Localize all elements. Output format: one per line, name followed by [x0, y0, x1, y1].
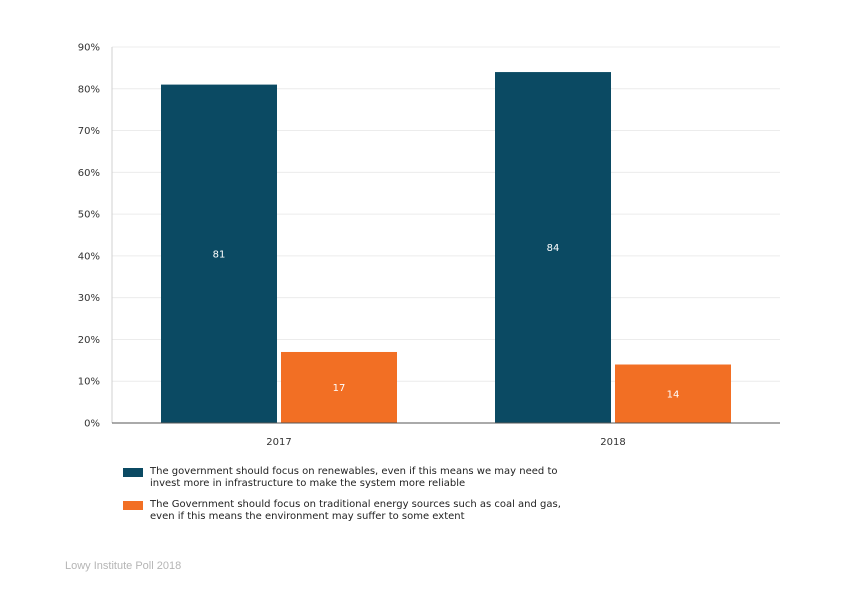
- legend: The government should focus on renewable…: [123, 466, 643, 532]
- y-tick-label: 30%: [78, 293, 100, 304]
- bar: [281, 351, 397, 423]
- source-note: Lowy Institute Poll 2018: [65, 560, 182, 572]
- data-label: 84: [547, 243, 560, 254]
- legend-label-renewables: The government should focus on renewable…: [150, 466, 558, 489]
- y-tick-label: 70%: [78, 126, 100, 137]
- bar-chart: 0% 10% 20% 30% 40% 50% 60% 70% 80% 90% 81 17 2017 84 1…: [78, 43, 780, 448]
- legend-item-renewables: The government should focus on renewable…: [123, 466, 643, 490]
- y-tick-label: 90%: [78, 43, 100, 54]
- data-label: 81: [213, 249, 226, 260]
- legend-label-traditional: The Government should focus on tradition…: [150, 499, 561, 522]
- y-tick-label: 80%: [78, 84, 100, 95]
- x-tick-label: 2017: [266, 437, 291, 448]
- x-tick-label: 2018: [600, 437, 625, 448]
- y-tick-label: 10%: [78, 377, 100, 388]
- data-label: 14: [667, 389, 680, 400]
- y-tick-label: 40%: [78, 251, 100, 262]
- legend-swatch-traditional: [123, 501, 143, 510]
- y-tick-label: 60%: [78, 168, 100, 179]
- bar: [495, 72, 611, 424]
- y-tick-label: 0%: [84, 419, 100, 430]
- legend-item-traditional: The Government should focus on tradition…: [123, 499, 643, 523]
- bar: [161, 84, 277, 423]
- data-label: 17: [333, 383, 346, 394]
- bar: [615, 364, 731, 423]
- legend-swatch-renewables: [123, 468, 143, 477]
- y-tick-label: 50%: [78, 210, 100, 221]
- y-tick-label: 20%: [78, 335, 100, 346]
